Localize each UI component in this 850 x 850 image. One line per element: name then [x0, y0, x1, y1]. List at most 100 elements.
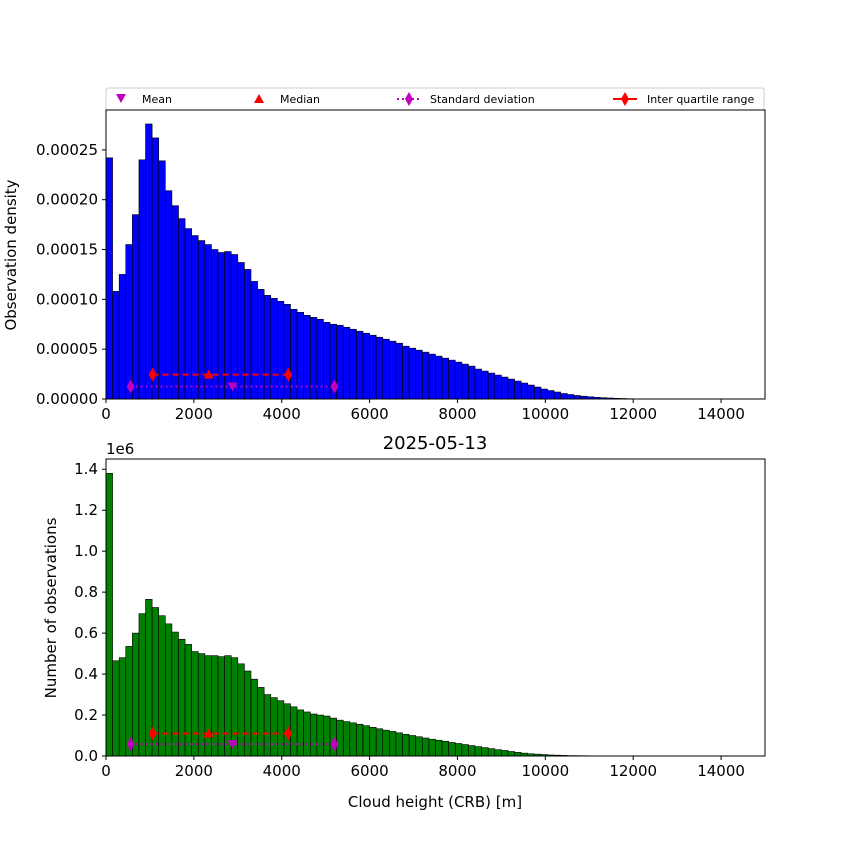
histogram-bar — [263, 295, 272, 400]
histogram-bar — [514, 752, 522, 757]
iqr-range-marker — [148, 726, 157, 741]
histogram-bar — [118, 657, 127, 757]
iqr-range-marker — [284, 726, 293, 741]
histogram-bar — [230, 254, 239, 400]
histogram-bar — [342, 326, 351, 400]
std-diamond-icon — [405, 92, 413, 106]
y-tick-label: 1.2 — [74, 501, 98, 519]
histogram-bar — [171, 205, 179, 400]
histogram-bar — [158, 160, 166, 400]
x-tick-label: 0 — [101, 405, 111, 423]
histogram-bar — [263, 694, 272, 757]
histogram-bar — [303, 711, 311, 757]
y-tick-label: 0.00020 — [36, 191, 98, 209]
count-y-scale-label: 1e6 — [106, 440, 134, 458]
count-plot-frame — [105, 458, 766, 757]
histogram-bar — [389, 731, 397, 757]
x-tick-label: 2000 — [175, 762, 213, 780]
histogram-bar — [395, 342, 403, 400]
histogram-bar — [323, 715, 331, 757]
legend-item-mean: Mean — [116, 93, 172, 106]
histogram-bar — [375, 728, 384, 757]
histogram-bar — [389, 340, 397, 400]
histogram-bar — [244, 670, 252, 757]
histogram-bar — [487, 748, 496, 757]
histogram-bar — [105, 157, 113, 400]
y-tick-label: 0.00025 — [36, 141, 98, 159]
histogram-bar — [356, 723, 364, 757]
histogram-bar — [270, 298, 278, 400]
y-tick-label: 0.00000 — [36, 390, 98, 408]
histogram-bar — [461, 744, 469, 757]
histogram-bar — [435, 739, 443, 757]
x-tick-label: 2000 — [175, 405, 213, 423]
x-tick-label: 0 — [101, 762, 111, 780]
histogram-bar — [290, 706, 298, 757]
histogram-bar — [244, 269, 252, 400]
legend-label-median: Median — [280, 93, 320, 106]
histogram-bar — [145, 123, 153, 400]
histogram-bar — [494, 374, 502, 400]
x-tick-label: 12000 — [609, 762, 657, 780]
density-histogram-chart: 0 2000 4000 6000 8000 10000 12000 14000 0.00000… — [2, 109, 766, 423]
histogram-bar — [283, 304, 291, 400]
y-tick-label: 0.2 — [74, 706, 98, 724]
count-y-axis: 0.0 0.2 0.4 0.6 0.8 1.0 1.2 1.4 — [74, 460, 106, 765]
histogram-bar — [382, 729, 390, 757]
histogram-bar — [138, 613, 146, 757]
histogram-bar — [415, 349, 423, 400]
histogram-bar — [250, 281, 258, 400]
mean-marker — [227, 382, 238, 392]
histogram-bar — [448, 359, 456, 400]
histogram-bar — [211, 655, 219, 757]
histogram-bar — [520, 382, 529, 400]
histogram-bar — [151, 137, 160, 400]
y-tick-label: 0.00005 — [36, 340, 98, 358]
histogram-bar — [369, 334, 377, 400]
histogram-bar — [415, 736, 423, 757]
histogram-bar — [329, 717, 337, 757]
histogram-bar — [342, 721, 351, 757]
y-tick-label: 0.4 — [74, 665, 98, 683]
histogram-bar — [184, 228, 192, 400]
histogram-bar — [296, 709, 304, 757]
histogram-bar — [356, 330, 364, 400]
histogram-bar — [448, 742, 456, 757]
histogram-bar — [547, 390, 555, 400]
histogram-bar — [422, 737, 430, 757]
histogram-bar — [408, 735, 417, 757]
histogram-bar — [534, 386, 542, 400]
histogram-bar — [507, 378, 515, 400]
count-statistics-overlay — [126, 726, 339, 752]
std-range-marker — [330, 737, 339, 752]
x-tick-label: 4000 — [263, 762, 301, 780]
histogram-bar — [257, 687, 265, 757]
y-tick-label: 0.00010 — [36, 290, 98, 308]
histogram-bar — [224, 251, 232, 400]
histogram-bar — [197, 653, 206, 757]
histogram-bar — [474, 746, 482, 757]
histogram-bar — [316, 714, 324, 757]
histogram-bar — [309, 713, 318, 757]
histogram-bar — [422, 351, 430, 400]
histogram-bar — [402, 733, 410, 757]
histogram-bar — [527, 384, 535, 400]
x-tick-label: 14000 — [697, 405, 745, 423]
count-y-axis-label: Number of observations — [42, 517, 60, 698]
legend: Mean Median Standard deviation Inter qua… — [105, 87, 765, 111]
histogram-bar — [217, 656, 225, 757]
histogram-bar — [277, 301, 285, 400]
histogram-bar — [395, 732, 403, 757]
histogram-bar — [118, 274, 127, 400]
histogram-bar — [349, 722, 357, 757]
histogram-bar — [468, 745, 476, 757]
histogram-bar — [165, 623, 173, 757]
histogram-bar — [428, 738, 436, 757]
x-tick-label: 10000 — [521, 405, 569, 423]
histogram-bar — [362, 725, 370, 757]
histogram-bar — [454, 361, 463, 400]
histogram-bar — [112, 660, 120, 757]
histogram-bar — [514, 380, 522, 400]
histogram-bar — [441, 357, 449, 400]
